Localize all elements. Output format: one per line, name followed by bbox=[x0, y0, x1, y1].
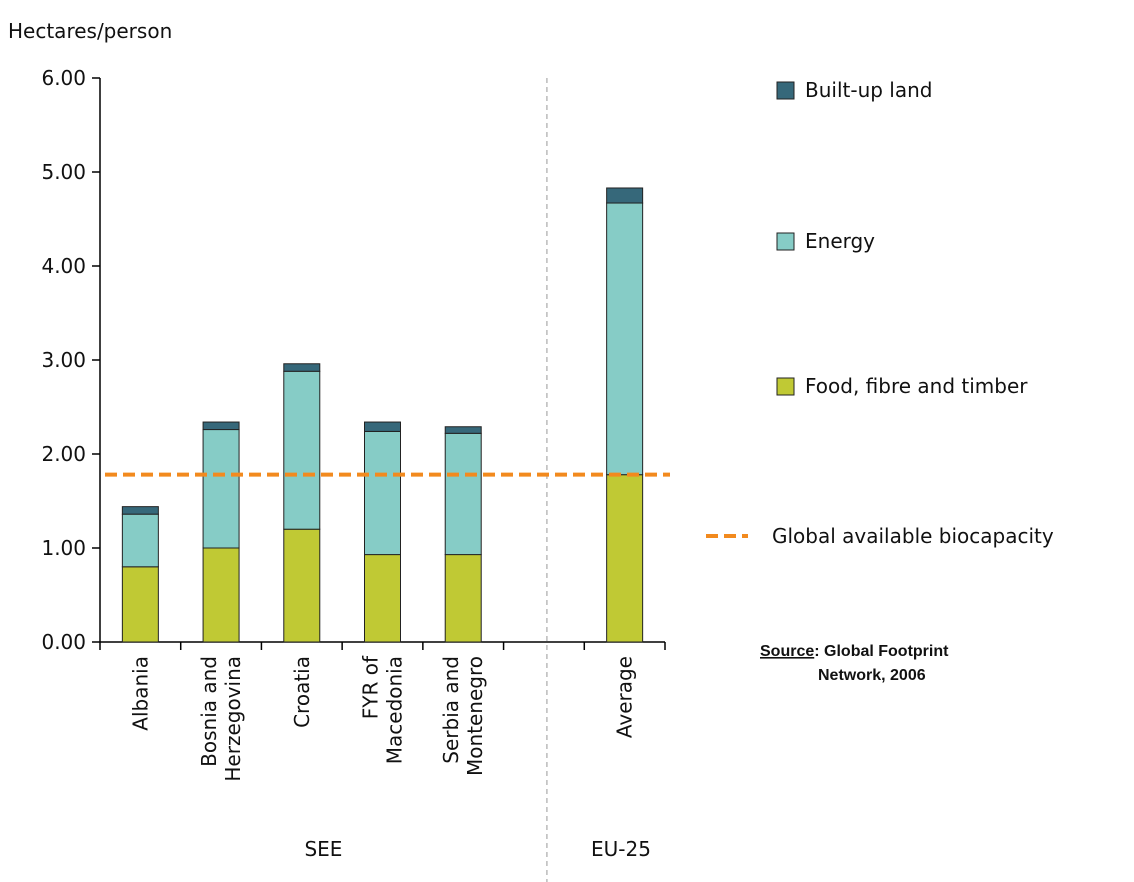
source-line-2: Network, 2006 bbox=[818, 667, 926, 684]
y-tick-label: 1.00 bbox=[41, 536, 86, 560]
legend-label: Built-up land bbox=[805, 78, 932, 102]
category-label: FYR of bbox=[359, 655, 383, 719]
bar-segment bbox=[444, 432, 482, 556]
bar-segment bbox=[364, 430, 401, 556]
category-label: Macedonia bbox=[383, 656, 407, 764]
source-line-1: Source: Global Footprint bbox=[760, 643, 949, 660]
bar-segment bbox=[202, 421, 240, 431]
bar-segment bbox=[202, 547, 240, 643]
legend-label: Energy bbox=[805, 229, 875, 253]
legend-swatch bbox=[776, 377, 795, 396]
legend-label: Global available biocapacity bbox=[772, 524, 1054, 548]
source-note: Source: Global Footprint Network, 2006 bbox=[760, 643, 949, 684]
category-label: Average bbox=[613, 656, 637, 738]
legend-swatch bbox=[776, 81, 795, 100]
bar-segment bbox=[121, 506, 159, 515]
y-tick-label: 0.00 bbox=[41, 630, 86, 654]
bar-segment bbox=[364, 421, 401, 432]
bar-segment bbox=[283, 370, 321, 530]
group-labels: SEE EU-25 bbox=[304, 837, 650, 861]
bar-segment bbox=[283, 363, 321, 372]
y-tick-label: 3.00 bbox=[41, 348, 86, 372]
y-tick-label: 5.00 bbox=[41, 160, 86, 184]
category-label: Albania bbox=[128, 656, 152, 731]
category-label: Bosnia and bbox=[197, 656, 221, 767]
bar-segment bbox=[121, 513, 159, 568]
bar-segment bbox=[202, 429, 240, 549]
y-ticks: 0.00 1.00 2.00 3.00 4.00 5.00 6.00 bbox=[41, 66, 100, 654]
category-label: Serbia and bbox=[439, 656, 463, 764]
bar-segment bbox=[606, 474, 644, 643]
category-labels: Albania Bosnia and Herzegovina Croatia FYR o… bbox=[128, 655, 636, 782]
y-tick-label: 2.00 bbox=[41, 442, 86, 466]
bar-segment bbox=[444, 554, 482, 643]
bar-segment bbox=[364, 554, 401, 643]
source-text-1: : Global Footprint bbox=[814, 643, 949, 660]
category-label: Croatia bbox=[290, 656, 314, 728]
group-label: SEE bbox=[304, 837, 342, 861]
bar-segment bbox=[121, 566, 159, 643]
bar-segment bbox=[283, 528, 321, 643]
y-tick-label: 6.00 bbox=[41, 66, 86, 90]
bar-segment bbox=[606, 187, 644, 204]
category-label: Herzegovina bbox=[221, 656, 245, 782]
y-axis-label: Hectares/person bbox=[8, 19, 172, 43]
bar-segment bbox=[444, 426, 482, 434]
legend-swatch bbox=[776, 232, 795, 251]
category-label: Montenegro bbox=[463, 656, 487, 776]
group-label: EU-25 bbox=[591, 837, 651, 861]
legend: Built-up land Energy Food, fibre and timbe… bbox=[706, 78, 1054, 548]
y-tick-label: 4.00 bbox=[41, 254, 86, 278]
bar-segment bbox=[606, 202, 644, 476]
legend-label: Food, fibre and timber bbox=[805, 374, 1028, 398]
source-label: Source bbox=[760, 643, 814, 660]
bars bbox=[121, 187, 644, 643]
